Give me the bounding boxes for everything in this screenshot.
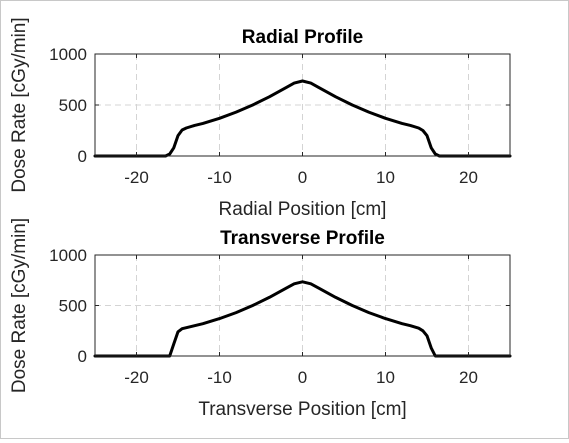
radial-x-tick-label: -10 bbox=[207, 168, 232, 187]
radial-profile-title: Radial Profile bbox=[242, 27, 363, 48]
transverse-x-tick-label: 10 bbox=[376, 368, 395, 387]
radial-x-tick-label: 0 bbox=[298, 168, 307, 187]
transverse-x-tick-label: 0 bbox=[298, 368, 307, 387]
radial-x-axis-label: Radial Position [cm] bbox=[219, 199, 387, 220]
transverse-y-tick-label: 1000 bbox=[49, 246, 87, 265]
radial-y-axis-label: Dose Rate [cGy/min] bbox=[9, 17, 30, 192]
transverse-profile-title: Transverse Profile bbox=[220, 228, 385, 249]
radial-y-tick-label: 1000 bbox=[49, 45, 87, 64]
radial-dose-rate-line bbox=[93, 79, 512, 158]
radial-y-tick-label: 0 bbox=[78, 147, 87, 166]
transverse-y-tick-label: 500 bbox=[59, 297, 87, 316]
radial-x-tick-label: 20 bbox=[459, 168, 478, 187]
radial-x-tick-label: -20 bbox=[124, 168, 149, 187]
transverse-x-tick-label: -10 bbox=[207, 368, 232, 387]
transverse-x-tick-label: -20 bbox=[124, 368, 149, 387]
radial-x-tick-label: 10 bbox=[376, 168, 395, 187]
transverse-profile-axes: -20 -10 0 10 20 0 500 1000 Transverse Profile Tra… bbox=[9, 218, 512, 420]
transverse-dose-rate-line bbox=[93, 280, 512, 358]
transverse-x-axis-label: Transverse Position [cm] bbox=[198, 399, 406, 420]
radial-profile-axes: -20 -10 0 10 20 0 500 1000 Radial Profile Radial … bbox=[9, 17, 512, 220]
transverse-x-tick-label: 20 bbox=[459, 368, 478, 387]
transverse-y-tick-label: 0 bbox=[78, 347, 87, 366]
transverse-y-axis-label: Dose Rate [cGy/min] bbox=[9, 218, 30, 393]
radial-y-tick-label: 500 bbox=[59, 96, 87, 115]
